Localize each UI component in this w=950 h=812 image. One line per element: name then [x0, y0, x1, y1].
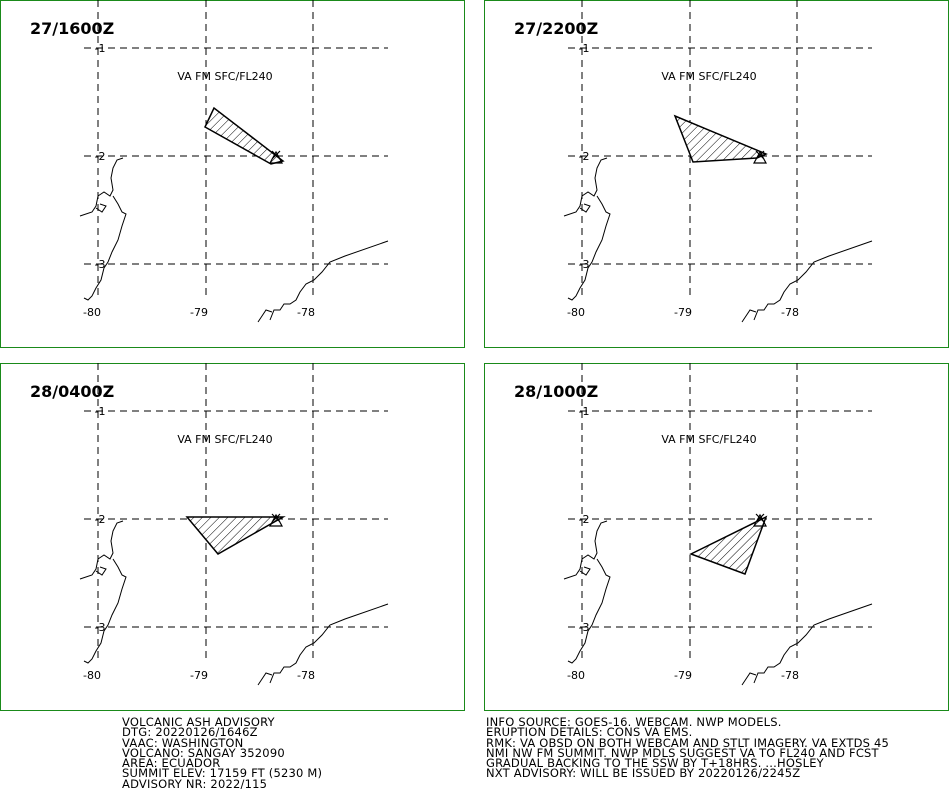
volcano-symbol	[268, 150, 284, 164]
volcano-symbol	[752, 150, 768, 164]
lon-label: -80	[83, 669, 101, 682]
valid-time: 27/2200Z	[514, 19, 598, 38]
map-panel: 27/2200Z VA FM SFC/FL240 -1 -2 -3 -80 -79 -78	[484, 0, 949, 348]
lat-label: -1	[95, 42, 106, 55]
panel-frame	[0, 363, 465, 711]
lat-label: -2	[579, 513, 590, 526]
advisory-right: INFO SOURCE: GOES-16. WEBCAM. NWP MODELS…	[486, 715, 890, 781]
valid-time: 27/1600Z	[30, 19, 114, 38]
map-panel: 28/1000Z VA FM SFC/FL240 -1 -2 -3 -80 -79 -78	[484, 363, 949, 711]
volcano-symbol	[752, 513, 768, 527]
advisory-line: GRADUAL BACKING TO THE SSW BY T+18HRS. .…	[486, 756, 824, 771]
advisory-line: INFO SOURCE: GOES-16. WEBCAM. NWP MODELS…	[486, 715, 782, 729]
flight-level: VA FM SFC/FL240	[661, 70, 756, 83]
flight-level: VA FM SFC/FL240	[177, 433, 272, 446]
advisory-line: AREA: ECUADOR	[122, 756, 221, 771]
lat-label: -3	[95, 621, 106, 634]
lat-label: -3	[579, 258, 590, 271]
ash-area	[204, 106, 285, 165]
lat-label: -1	[579, 42, 590, 55]
lat-label: -1	[579, 405, 590, 418]
coastline	[563, 157, 611, 301]
advisory-left: VOLCANIC ASH ADVISORY DTG: 20220126/1646Z…	[122, 715, 323, 791]
flight-level: VA FM SFC/FL240	[661, 433, 756, 446]
lon-label: -80	[567, 306, 585, 319]
lon-label: -78	[781, 306, 799, 319]
ash-area	[185, 516, 286, 555]
advisory-line: ERUPTION DETAILS: CONS VA EMS.	[486, 725, 693, 740]
lat-label: -3	[579, 621, 590, 634]
lat-label: -1	[95, 405, 106, 418]
advisory-line: VAAC: WASHINGTON	[122, 735, 244, 750]
lon-label: -79	[674, 669, 692, 682]
coastline	[741, 240, 873, 323]
valid-time: 28/0400Z	[30, 382, 114, 401]
advisory-line: SUMMIT ELEV: 17159 FT (5230 M)	[122, 766, 323, 781]
advisory-line: ADVISORY NR: 2022/115	[122, 776, 268, 791]
coastline	[257, 603, 389, 686]
volcano-symbol	[268, 513, 284, 527]
advisory-line: NMI NW FM SUMMIT. NWP MDLS SUGGEST VA TO…	[486, 745, 879, 760]
panel-frame	[0, 0, 465, 348]
lon-label: -79	[190, 306, 208, 319]
lat-label: -2	[95, 513, 106, 526]
lon-label: -80	[83, 306, 101, 319]
lon-label: -80	[567, 669, 585, 682]
ash-area	[689, 515, 768, 575]
advisory-line: VOLCANO: SANGAY 352090	[122, 745, 285, 760]
lat-label: -2	[95, 150, 106, 163]
lon-label: -78	[297, 306, 315, 319]
advisory-line: NXT ADVISORY: WILL BE ISSUED BY 20220126…	[486, 766, 801, 781]
lon-label: -78	[781, 669, 799, 682]
advisory-line: DTG: 20220126/1646Z	[122, 725, 258, 740]
lat-label: -3	[95, 258, 106, 271]
advisory-line: VOLCANIC ASH ADVISORY	[122, 715, 275, 729]
ash-area	[673, 114, 768, 163]
coastline	[79, 157, 127, 301]
map-panel: 28/0400Z VA FM SFC/FL240 -1 -2 -3 -80 -79 -78	[0, 363, 465, 711]
coastline	[741, 603, 873, 686]
coastline	[563, 520, 611, 664]
lon-label: -78	[297, 669, 315, 682]
panel-frame	[484, 0, 949, 348]
advisory-line: RMK: VA OBSD ON BOTH WEBCAM AND STLT IMA…	[486, 735, 890, 750]
map-panel: 27/1600Z VA FM SFC/FL240 -1 -2 -3 -80 -79 -78	[0, 0, 465, 348]
lat-label: -2	[579, 150, 590, 163]
flight-level: VA FM SFC/FL240	[177, 70, 272, 83]
panel-frame	[484, 363, 949, 711]
lon-label: -79	[190, 669, 208, 682]
coastline	[257, 240, 389, 323]
coastline	[79, 520, 127, 664]
lon-label: -79	[674, 306, 692, 319]
valid-time: 28/1000Z	[514, 382, 598, 401]
